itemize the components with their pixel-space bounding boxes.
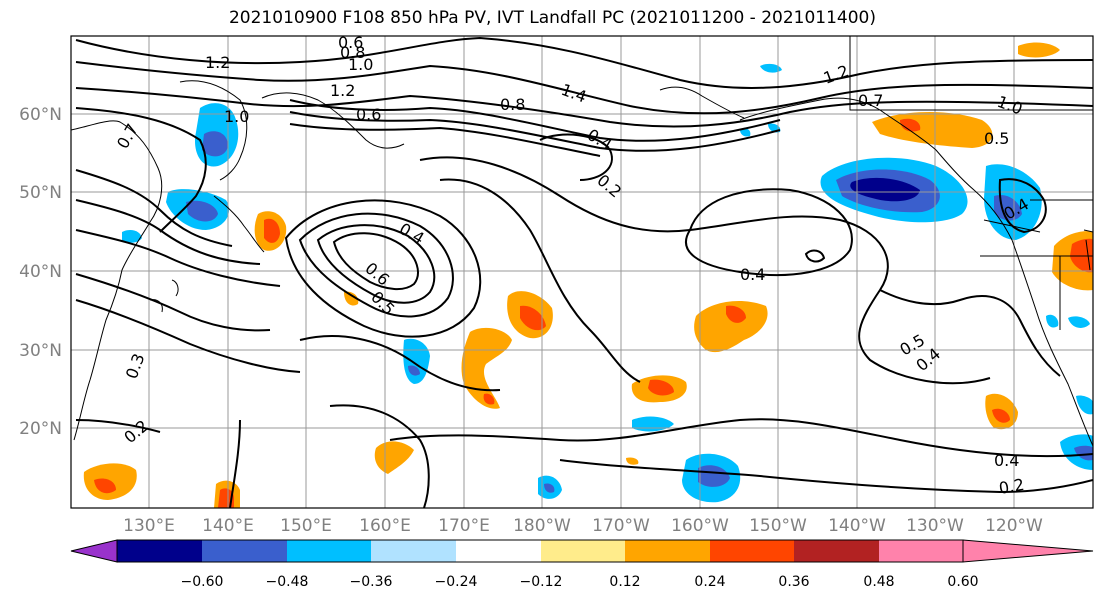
colorbar-extend-high — [962, 539, 1094, 563]
colorbar-tick: −0.48 — [266, 574, 309, 590]
lon-label: 120°W — [985, 516, 1043, 536]
contour-label: 1.0 — [348, 55, 373, 74]
contour-label: 1.4 — [559, 80, 589, 107]
pv-anomaly-shading — [83, 42, 1093, 508]
contour-label: 1.2 — [821, 61, 851, 88]
lon-label: 170°E — [438, 516, 490, 536]
contour-label: 0.4 — [740, 265, 765, 284]
lat-label: 50°N — [19, 183, 62, 203]
contour-label: 0.2 — [593, 171, 625, 202]
colorbar-tick: 0.60 — [947, 574, 978, 590]
lat-label: 30°N — [19, 341, 62, 361]
latitude-labels: 60°N 50°N 40°N 30°N 20°N — [19, 105, 62, 439]
contour-label: 0.4 — [994, 451, 1019, 470]
lon-label: 130°W — [906, 516, 964, 536]
contour-label: 0.7 — [858, 91, 883, 110]
colorbar-segment — [541, 540, 625, 562]
colorbar-tick: 0.12 — [609, 574, 640, 590]
colorbar-tick: −0.36 — [350, 574, 393, 590]
colorbar-segment — [117, 540, 202, 562]
contour-label: 0.7 — [113, 120, 142, 152]
contour-label: 1.0 — [224, 107, 249, 126]
lon-label: 170°W — [592, 516, 650, 536]
contour-label: 0.6 — [361, 259, 393, 290]
colorbar-segment — [456, 540, 541, 562]
contour-label: 0.6 — [356, 105, 381, 124]
lon-label: 180°W — [513, 516, 571, 536]
map-frame — [70, 35, 1094, 509]
colorbar: −0.60 −0.48 −0.36 −0.24 −0.12 0.12 0.24 … — [70, 539, 1094, 590]
colorbar-segment — [710, 540, 794, 562]
lon-label: 150°E — [280, 516, 332, 536]
colorbar-segment — [879, 540, 963, 562]
map-title: 2021010900 F108 850 hPa PV, IVT Landfall… — [228, 8, 876, 28]
contour-label: 0.6 — [338, 33, 363, 52]
lon-label: 140°W — [828, 516, 886, 536]
colorbar-segment — [287, 540, 371, 562]
lon-label: 160°W — [671, 516, 729, 536]
colorbar-extend-low — [70, 539, 118, 563]
graticule — [71, 36, 1093, 508]
lon-label: 130°E — [123, 516, 175, 536]
contour-label: 0.5 — [984, 129, 1009, 148]
lon-label: 140°E — [202, 516, 254, 536]
contour-label: 0.2 — [997, 475, 1025, 498]
colorbar-segment — [371, 540, 456, 562]
contour-label: 0.2 — [120, 416, 152, 447]
lon-label: 150°W — [749, 516, 807, 536]
lat-label: 40°N — [19, 262, 62, 282]
colorbar-tick: 0.36 — [778, 574, 809, 590]
colorbar-tick: 0.48 — [863, 574, 894, 590]
contour-label: 0.8 — [500, 95, 525, 114]
contour-label: 0.8 — [340, 43, 365, 62]
colorbar-tick: −0.24 — [435, 574, 478, 590]
contour-label: 0.3 — [122, 351, 149, 381]
contour-label: 1.2 — [330, 81, 355, 100]
colorbar-frame — [116, 539, 964, 563]
colorbar-segment — [794, 540, 879, 562]
colorbar-tick: −0.12 — [520, 574, 563, 590]
lon-label: 160°E — [359, 516, 411, 536]
longitude-labels: 130°E 140°E 150°E 160°E 170°E 180°W 170°… — [123, 516, 1043, 536]
colorbar-ticks: −0.60 −0.48 −0.36 −0.24 −0.12 0.12 0.24 … — [181, 574, 979, 590]
colorbar-tick: −0.60 — [181, 574, 224, 590]
colorbar-segment — [202, 540, 287, 562]
lat-label: 20°N — [19, 419, 62, 439]
contour-label: 1.2 — [205, 53, 230, 72]
lat-label: 60°N — [19, 105, 62, 125]
colorbar-tick: 0.24 — [694, 574, 725, 590]
pv-contours — [75, 36, 1093, 508]
colorbar-segment — [625, 540, 710, 562]
